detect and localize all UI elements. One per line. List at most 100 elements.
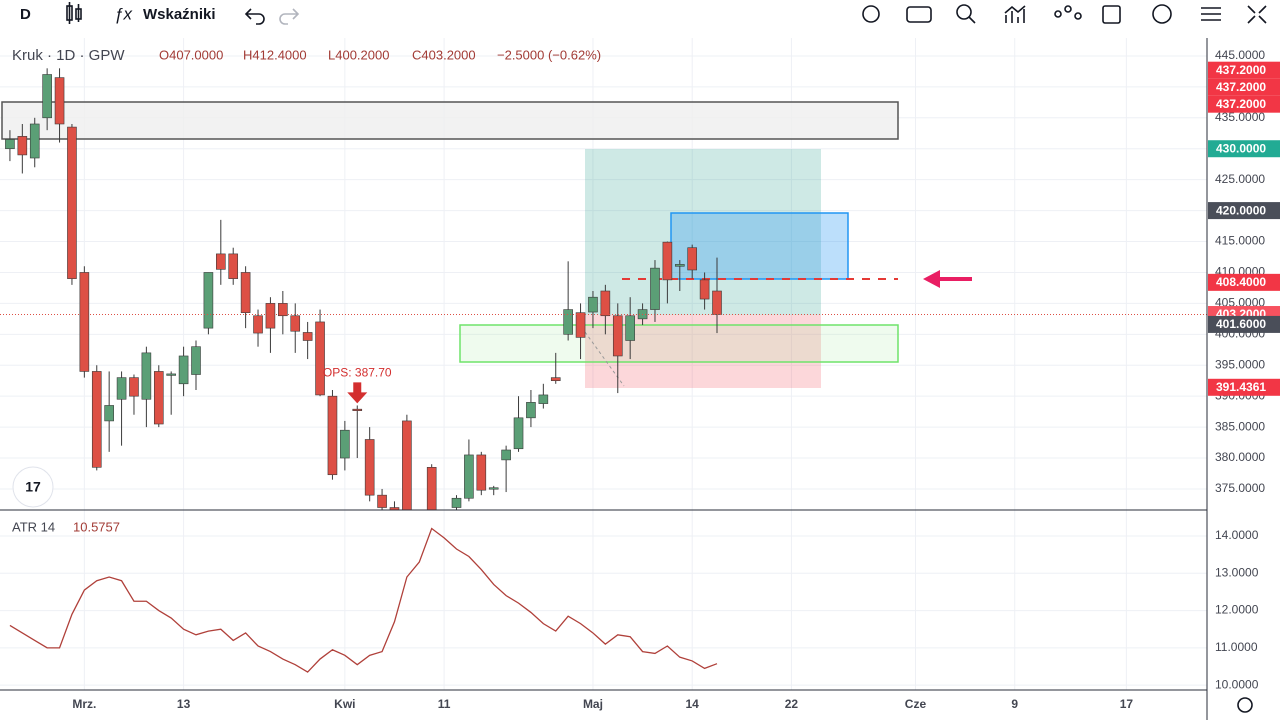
x-tick-label: Kwi bbox=[334, 697, 355, 711]
price-badge-label: 437.2000 bbox=[1216, 80, 1266, 94]
candle-body bbox=[588, 296, 598, 313]
candle-body bbox=[240, 272, 251, 313]
candle-body bbox=[327, 395, 338, 476]
tv-logo: 17 bbox=[12, 466, 54, 508]
candle-body bbox=[687, 247, 697, 271]
alert-button[interactable] bbox=[1152, 4, 1172, 24]
price-badge bbox=[1208, 202, 1280, 220]
undo-button[interactable] bbox=[244, 8, 265, 25]
atr-tick-label: 13.0000 bbox=[1215, 565, 1259, 579]
atr-line bbox=[9, 527, 718, 673]
candle-body bbox=[488, 487, 499, 490]
y-tick-label: 395.0000 bbox=[1215, 357, 1265, 371]
ohlc-close: C403.2000 bbox=[412, 47, 476, 62]
y-tick-label: 385.0000 bbox=[1215, 419, 1265, 433]
price-badge-label: 437.2000 bbox=[1216, 63, 1266, 77]
ohlc-open: O407.0000 bbox=[159, 47, 223, 62]
grid bbox=[0, 38, 1207, 690]
price-badge bbox=[1208, 61, 1280, 79]
screenshot-button[interactable] bbox=[906, 6, 932, 23]
save-button[interactable] bbox=[1102, 5, 1121, 24]
candle-body bbox=[302, 332, 313, 341]
candle-body bbox=[116, 377, 127, 400]
candle-body bbox=[364, 439, 375, 496]
green-zone[interactable] bbox=[459, 324, 899, 363]
price-badge bbox=[1208, 140, 1280, 158]
candle-body bbox=[79, 272, 90, 372]
candle-body bbox=[54, 77, 65, 125]
candle-body bbox=[402, 420, 412, 510]
price-badge-label: 401.6000 bbox=[1216, 317, 1266, 331]
candle-body bbox=[216, 253, 226, 270]
candle-body bbox=[712, 290, 722, 315]
search-button[interactable] bbox=[956, 4, 976, 24]
object-tree-button[interactable] bbox=[1201, 7, 1221, 21]
compare-button[interactable] bbox=[1054, 5, 1082, 20]
candle-body bbox=[625, 315, 635, 341]
price-badge-label: 408.4000 bbox=[1216, 275, 1266, 289]
axis-settings-button[interactable] bbox=[1237, 697, 1253, 713]
indicator-templates-button[interactable] bbox=[1004, 5, 1026, 23]
redo-button[interactable] bbox=[279, 8, 300, 25]
chart-type-button[interactable] bbox=[66, 2, 82, 24]
ohlc-low: L400.2000 bbox=[328, 47, 389, 62]
svg-text:17: 17 bbox=[25, 479, 41, 495]
candle-body bbox=[129, 377, 139, 397]
gray-zone[interactable] bbox=[1, 101, 899, 140]
candle-body bbox=[315, 321, 325, 396]
x-tick-label: Cze bbox=[905, 697, 927, 711]
symbol-title: Kruk · 1D · GPW bbox=[12, 47, 125, 64]
candle-body bbox=[513, 417, 524, 450]
price-badge-label: 430.0000 bbox=[1216, 141, 1266, 155]
candle-body bbox=[563, 309, 573, 335]
legend: Kruk · 1D · GPW O407.0000 H412.4000 L400… bbox=[12, 47, 601, 534]
indicator-icon[interactable]: ƒx bbox=[114, 4, 132, 23]
drawings bbox=[1, 101, 972, 388]
ohlc-high: H412.4000 bbox=[243, 47, 307, 62]
candle-body bbox=[550, 377, 561, 382]
candle-body bbox=[674, 264, 685, 267]
pink-arrow[interactable] bbox=[923, 270, 972, 288]
candle-body bbox=[153, 371, 164, 425]
candle-body bbox=[464, 454, 474, 499]
candle-body bbox=[650, 267, 660, 310]
price-badge bbox=[1208, 315, 1280, 333]
atr-name: ATR 14 bbox=[12, 519, 55, 534]
candle-body bbox=[42, 74, 52, 119]
candle-body bbox=[415, 520, 424, 532]
settings-button[interactable] bbox=[862, 5, 880, 23]
atr-tick-label: 11.0000 bbox=[1215, 640, 1258, 654]
x-tick-label: Mrz. bbox=[72, 697, 96, 711]
x-tick-label: Maj bbox=[583, 697, 603, 711]
indicators-button[interactable]: Wskaźniki bbox=[143, 6, 216, 23]
toolbar: D ƒx Wskaźniki bbox=[20, 2, 1267, 25]
x-tick-label: 13 bbox=[177, 697, 191, 711]
price-badge-label: 420.0000 bbox=[1216, 203, 1266, 217]
x-tick-label: 14 bbox=[686, 697, 700, 711]
candle-body bbox=[203, 272, 214, 329]
y-tick-label: 415.0000 bbox=[1215, 234, 1265, 248]
candle-body bbox=[178, 355, 189, 385]
fullscreen-button[interactable] bbox=[1247, 5, 1267, 24]
x-tick-label: 22 bbox=[785, 697, 799, 711]
price-badge bbox=[1208, 378, 1280, 396]
price-badge bbox=[1208, 78, 1280, 96]
candle-body bbox=[141, 352, 152, 400]
candle-body bbox=[278, 303, 288, 317]
candle-body bbox=[377, 494, 387, 508]
atr-tick-label: 14.0000 bbox=[1215, 528, 1259, 542]
candle-body bbox=[426, 467, 437, 510]
atr-pane bbox=[9, 527, 718, 673]
candle-body bbox=[67, 126, 77, 279]
blue-zone[interactable] bbox=[670, 212, 849, 280]
y-tick-label: 445.0000 bbox=[1215, 48, 1265, 62]
long-position-loss[interactable] bbox=[585, 315, 821, 388]
candle-body bbox=[17, 136, 28, 156]
candle-body bbox=[600, 290, 611, 317]
candle-body bbox=[5, 139, 15, 150]
y-tick-label: 380.0000 bbox=[1215, 450, 1265, 464]
interval-button[interactable]: D bbox=[20, 6, 31, 23]
atr-tick-label: 10.0000 bbox=[1215, 677, 1259, 691]
candle-body bbox=[352, 408, 363, 411]
